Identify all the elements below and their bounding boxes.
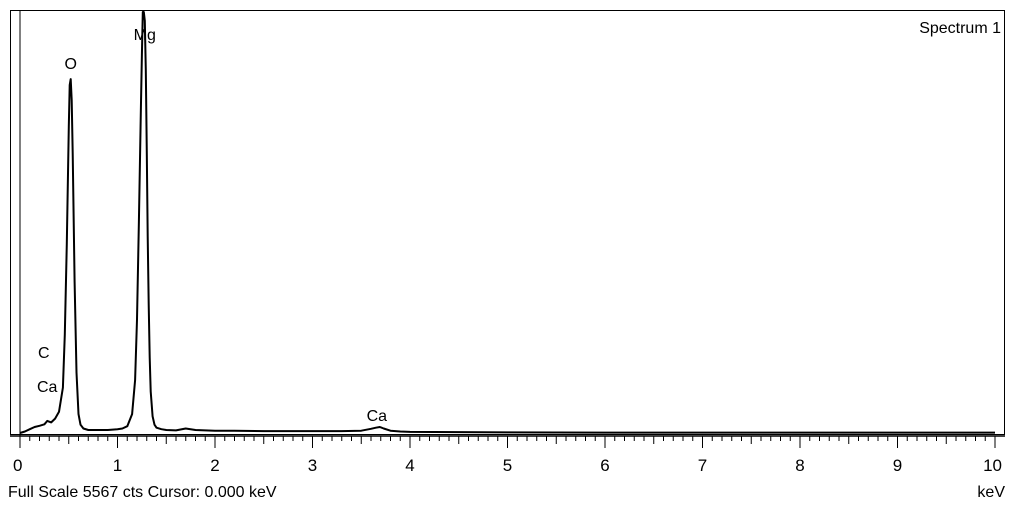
- x-ticks-layer: 0 1 2 3 4 5 6 7 8 9 10: [13, 436, 1002, 475]
- x-tick-label: 7: [698, 456, 707, 475]
- peak-label-o: O: [64, 56, 76, 73]
- x-tick-label: 0: [13, 456, 22, 475]
- plot-frame: [10, 10, 1005, 435]
- x-tick-label: 3: [308, 456, 317, 475]
- x-tick-label: 6: [600, 456, 609, 475]
- x-tick-label: 8: [795, 456, 804, 475]
- x-tick-label: 10: [983, 456, 1002, 475]
- x-tick-label: 5: [503, 456, 512, 475]
- peak-label-ca: Ca: [37, 379, 58, 396]
- chart-title: Spectrum 1: [919, 20, 1001, 37]
- peak-label-c: C: [38, 345, 50, 362]
- status-readout: Full Scale 5567 cts Cursor: 0.000 keV: [8, 484, 277, 501]
- baseline-axis-layer: [10, 10, 1005, 437]
- peak-label-ca: Ca: [367, 408, 388, 425]
- series-layer: [19, 11, 995, 434]
- x-tick-label: 2: [210, 456, 219, 475]
- peak-labels-layer: Mg O C Ca Ca: [37, 27, 387, 425]
- x-unit-label: keV: [977, 484, 1005, 501]
- x-tick-label: 1: [113, 456, 122, 475]
- peak-label-mg: Mg: [134, 27, 156, 44]
- spectrum-series-line: [19, 11, 995, 434]
- x-tick-label: 4: [405, 456, 414, 475]
- x-tick-label: 9: [893, 456, 902, 475]
